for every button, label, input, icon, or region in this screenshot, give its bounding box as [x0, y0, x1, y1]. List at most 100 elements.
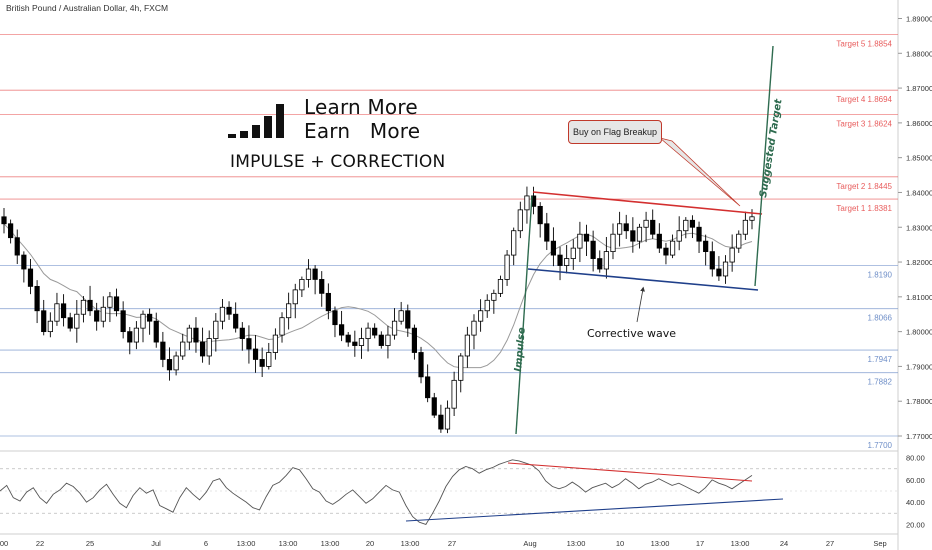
time-tick-label: 27 [448, 539, 456, 548]
time-tick-label: Sep [873, 539, 886, 548]
candle-body [742, 219, 748, 235]
time-tick-label: Aug [523, 539, 536, 548]
callout-pointer [659, 137, 741, 207]
candle-body [736, 233, 742, 249]
candle-body [34, 285, 40, 312]
candle-body [319, 279, 325, 294]
level-label: 1.7947 [868, 355, 893, 364]
candle-body [325, 292, 331, 312]
chart-title: British Pound / Australian Dollar, 4h, F… [6, 3, 169, 13]
price-tick-label: 1.78000 [906, 397, 932, 406]
candle-body [669, 240, 676, 256]
candle-body [597, 258, 603, 270]
rsi-tick-label: 60.00 [906, 476, 925, 485]
price-tick-label: 1.88000 [906, 49, 932, 58]
candle-body [199, 341, 206, 357]
candle-body [484, 299, 490, 312]
candle-body [617, 223, 623, 235]
candle-body [577, 233, 583, 249]
price-tick-label: 1.83000 [906, 223, 932, 232]
candle-body [405, 310, 411, 329]
candle-body [332, 310, 338, 326]
flag-bottom-line [527, 268, 759, 291]
candle-body [418, 352, 424, 378]
candle-body [689, 219, 696, 228]
candle-body [564, 258, 570, 266]
candle-body [259, 359, 265, 367]
time-tick-label: 6 [204, 539, 208, 548]
price-tick-label: 1.82000 [906, 258, 932, 267]
candle-body [398, 310, 404, 322]
moving-average-line [3, 223, 753, 369]
candle-body [312, 268, 318, 280]
candle-body [630, 230, 636, 242]
candle-body [272, 334, 278, 353]
brand-line-2: Earn More [304, 119, 421, 143]
level-label: Target 1 1.8381 [836, 204, 892, 213]
candle-body [590, 240, 596, 259]
candle-body [186, 327, 192, 343]
candle-body [299, 279, 305, 291]
candle-body [372, 327, 378, 336]
level-label: 1.8066 [868, 314, 893, 323]
price-tick-label: 1.89000 [906, 15, 932, 24]
level-label: 1.7700 [868, 441, 893, 450]
corrective-arrow [636, 286, 645, 323]
time-tick-label: 27 [826, 539, 834, 548]
candle-body [511, 230, 517, 256]
price-tick-label: 1.80000 [906, 328, 932, 337]
time-tick-label: 00 [0, 539, 8, 548]
candle-body [517, 209, 523, 232]
candle-body [74, 313, 80, 329]
candle-body [504, 254, 510, 280]
rsi-tick-label: 40.00 [906, 498, 925, 507]
candle-body [147, 313, 153, 322]
corrective-wave-label: Corrective wave [587, 327, 676, 340]
candle-body [54, 303, 60, 322]
candle-body [213, 320, 219, 339]
candle-body [722, 261, 729, 277]
rsi-support-line [405, 498, 784, 522]
time-tick-label: 24 [780, 539, 788, 548]
candle-body [550, 240, 557, 256]
candle-body [153, 320, 159, 343]
candle-body [246, 338, 252, 350]
rsi-resistance-line [507, 462, 753, 482]
candle-body [709, 251, 715, 270]
rsi-tick-label: 80.00 [906, 454, 925, 463]
candle-body [8, 223, 14, 239]
candle-body [411, 327, 418, 353]
candle-body [120, 310, 126, 333]
rsi-tick-label: 20.00 [906, 520, 925, 529]
brand-line-1: Learn More [304, 95, 418, 119]
candle-body [716, 268, 722, 277]
candle-body [663, 247, 669, 256]
candle-body [650, 219, 656, 235]
time-tick-label: 13:00 [651, 539, 670, 548]
candle-body [603, 251, 609, 270]
impulse-label: Impulse [513, 327, 528, 373]
candle-body [87, 299, 93, 312]
candle-body [239, 327, 245, 339]
candle-body [1, 216, 7, 225]
candle-body [391, 320, 398, 336]
time-tick-label: 13:00 [237, 539, 256, 548]
candle-body [570, 247, 576, 259]
candle-body [610, 233, 616, 253]
candle-body [21, 254, 27, 270]
candle-body [338, 324, 345, 336]
candle-body [478, 310, 484, 322]
level-label: 1.8190 [868, 271, 893, 280]
time-tick-label: 20 [366, 539, 374, 548]
candle-body [80, 299, 87, 315]
candle-body [451, 379, 457, 409]
candle-body [378, 334, 384, 346]
candle-body [623, 223, 629, 232]
price-tick-label: 1.86000 [906, 119, 932, 128]
candle-body [464, 334, 470, 357]
price-tick-label: 1.79000 [906, 362, 932, 371]
candle-body [173, 355, 179, 371]
candle-body [166, 359, 173, 371]
candle-body [47, 320, 53, 333]
